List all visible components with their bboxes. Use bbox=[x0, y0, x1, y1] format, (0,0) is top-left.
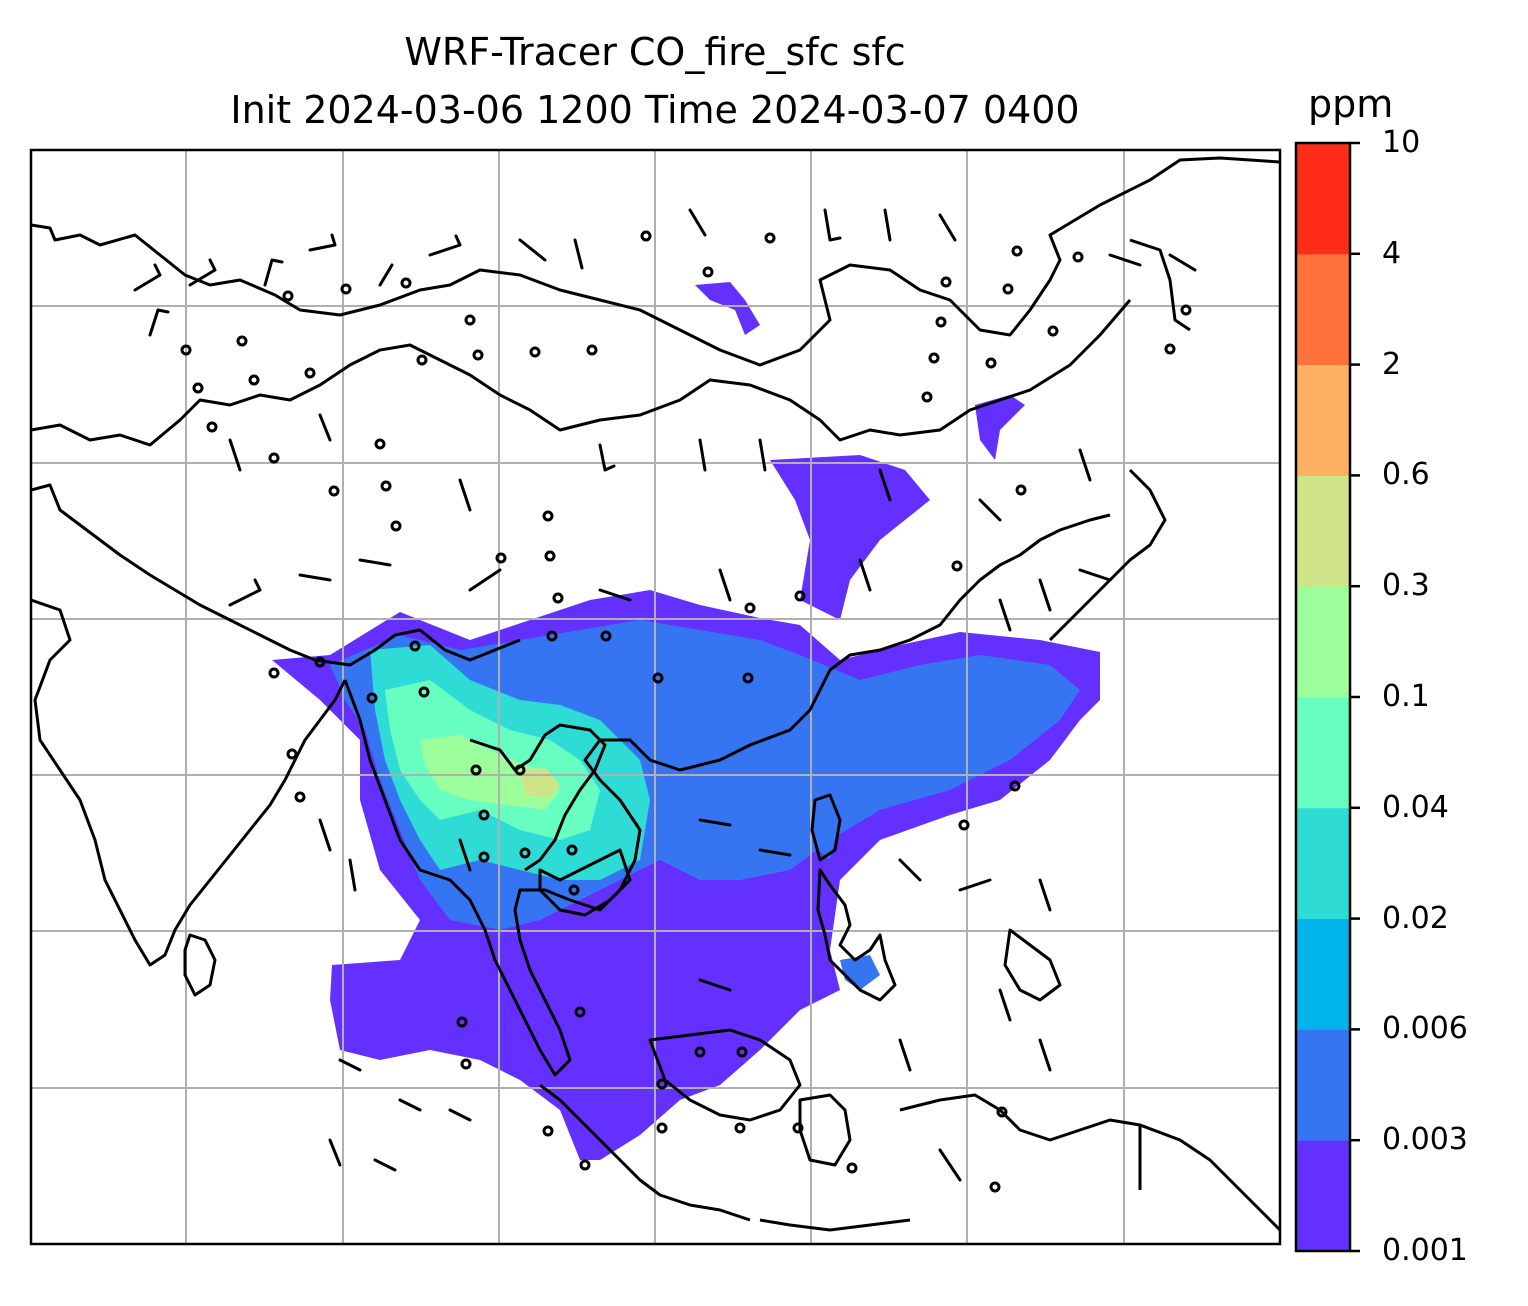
colorbar-tick-label: 0.1 bbox=[1382, 679, 1430, 714]
colorbar-swatch bbox=[1296, 364, 1350, 476]
plume-northeast bbox=[975, 395, 1025, 460]
colorbar-swatch bbox=[1296, 253, 1350, 366]
colorbar-tick-label: 0.003 bbox=[1382, 1122, 1468, 1158]
calm-markers bbox=[180, 230, 1192, 1193]
colorbar-tick-label: 4 bbox=[1382, 235, 1402, 271]
colorbar-tick-label: 10 bbox=[1382, 125, 1421, 160]
colorbar-swatch bbox=[1296, 918, 1350, 1030]
plume-east-coast bbox=[818, 795, 840, 860]
coastlines bbox=[31, 156, 1280, 1232]
colorbar-unit-label: ppm bbox=[1308, 82, 1394, 126]
colorbar bbox=[1294, 141, 1360, 1253]
colorbar-swatch bbox=[1296, 143, 1350, 255]
colorbar-swatch bbox=[1296, 475, 1350, 587]
map-border bbox=[29, 148, 1282, 1246]
colorbar-tick-label: 0.6 bbox=[1382, 457, 1430, 493]
colorbar-tick-label: 0.006 bbox=[1382, 1011, 1468, 1047]
colorbar-tick-label: 0.04 bbox=[1382, 789, 1449, 825]
colorbar-swatch bbox=[1296, 1140, 1350, 1252]
map-title-line1: WRF-Tracer CO_fire_sfc sfc bbox=[404, 30, 906, 74]
colorbar-swatch bbox=[1296, 1029, 1350, 1141]
colorbar-swatch bbox=[1296, 807, 1350, 920]
colorbar-tick-label: 0.02 bbox=[1382, 900, 1449, 936]
colorbar-tick-label: 0.001 bbox=[1382, 1233, 1468, 1268]
plume-far-north bbox=[695, 282, 760, 335]
colorbar-swatch bbox=[1296, 697, 1350, 809]
colorbar-tick-label: 0.3 bbox=[1382, 568, 1430, 604]
map-title-line2: Init 2024-03-06 1200 Time 2024-03-07 040… bbox=[230, 88, 1080, 132]
wind-barbs bbox=[133, 208, 1197, 1182]
colorbar-swatch bbox=[1296, 586, 1350, 698]
colorbar-tick-label: 2 bbox=[1382, 346, 1402, 382]
